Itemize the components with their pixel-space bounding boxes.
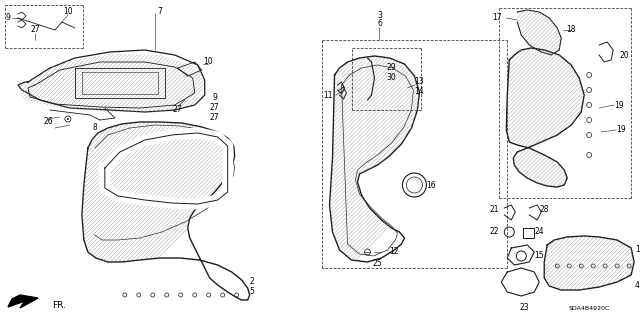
Text: 27: 27: [210, 114, 220, 122]
Text: 2: 2: [249, 278, 254, 286]
Text: 8: 8: [93, 123, 97, 132]
Text: 12: 12: [390, 248, 399, 256]
Text: 10: 10: [203, 57, 212, 66]
Text: 27: 27: [173, 106, 182, 115]
Text: 21: 21: [490, 205, 499, 214]
Text: 9: 9: [6, 13, 10, 23]
Text: SDA4B4920C: SDA4B4920C: [568, 306, 610, 310]
Text: 13: 13: [415, 78, 424, 86]
Polygon shape: [8, 295, 38, 308]
Text: 4: 4: [635, 280, 639, 290]
Text: 9: 9: [212, 93, 217, 102]
Text: 22: 22: [490, 227, 499, 236]
Text: 6: 6: [377, 19, 382, 28]
Text: 1: 1: [635, 246, 639, 255]
Text: 29: 29: [387, 63, 396, 72]
Text: 30: 30: [387, 73, 396, 83]
Text: 20: 20: [620, 50, 629, 60]
Text: 25: 25: [372, 259, 382, 269]
Text: 19: 19: [616, 125, 626, 135]
Text: 16: 16: [427, 181, 436, 189]
Text: 7: 7: [157, 8, 162, 17]
Text: 17: 17: [493, 13, 502, 23]
Text: 10: 10: [63, 8, 73, 17]
Text: 3: 3: [377, 11, 382, 19]
Text: 15: 15: [534, 250, 544, 259]
Circle shape: [67, 118, 69, 120]
Text: FR.: FR.: [52, 301, 66, 310]
Text: 24: 24: [534, 227, 544, 236]
Text: 11: 11: [323, 91, 332, 100]
Text: 19: 19: [614, 100, 624, 109]
Text: 26: 26: [43, 117, 52, 127]
Text: 23: 23: [520, 303, 529, 313]
Text: 14: 14: [415, 87, 424, 97]
Text: 27: 27: [30, 26, 40, 34]
Text: 5: 5: [249, 287, 254, 296]
Text: 18: 18: [566, 26, 576, 34]
Text: 28: 28: [540, 205, 549, 214]
Text: 27: 27: [210, 103, 220, 113]
